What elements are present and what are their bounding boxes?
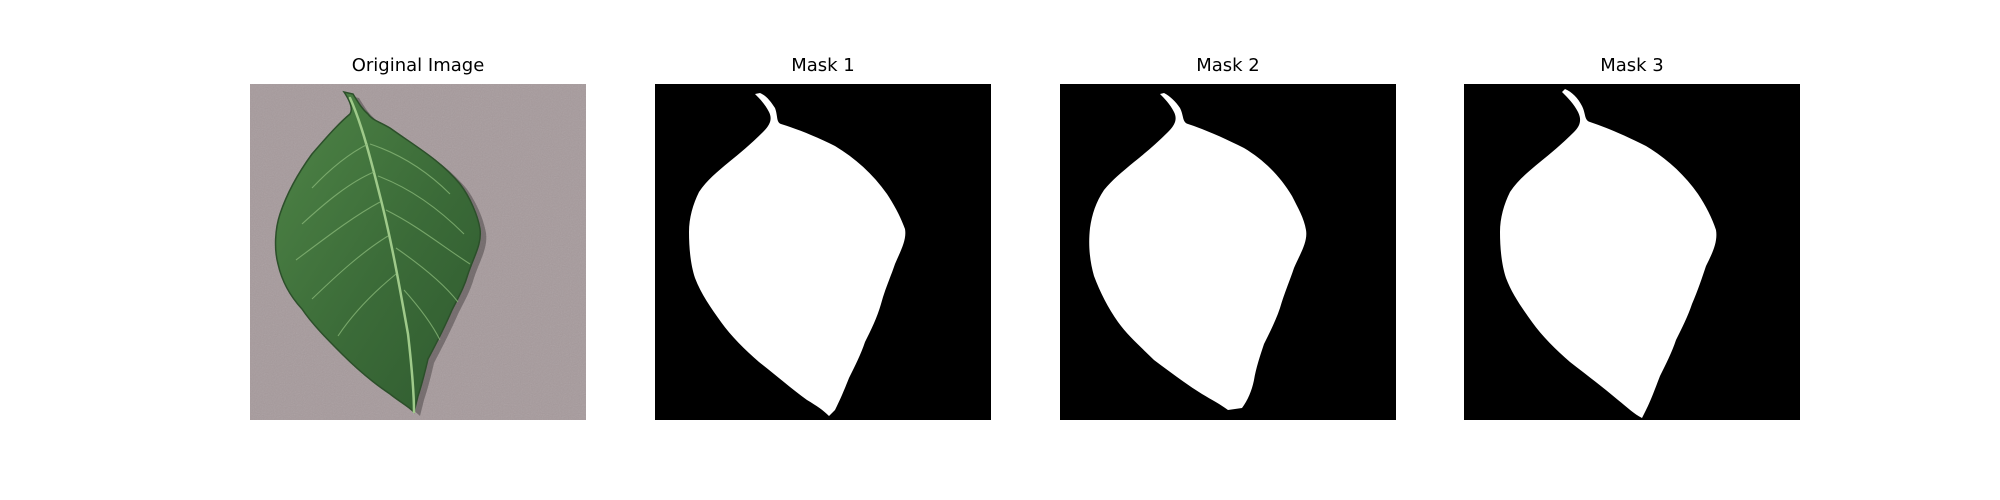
mask-speck <box>1579 138 1583 142</box>
leaf-photo-image <box>250 84 586 420</box>
panel-title: Mask 3 <box>1600 55 1664 76</box>
leaf-blade <box>274 90 482 414</box>
leaf-mask-region <box>1500 89 1717 418</box>
panel-mask-2: Mask 2 <box>1060 54 1396 424</box>
mask-1-image <box>655 84 991 420</box>
panel-title: Mask 1 <box>791 55 855 76</box>
mask-1-svg <box>655 84 991 420</box>
leaf-veins <box>295 143 471 341</box>
panel-title: Original Image <box>351 55 485 76</box>
leaf-mask-region <box>689 93 906 416</box>
mask-2-svg <box>1060 84 1396 420</box>
mask-3-svg <box>1464 84 1800 420</box>
leaf-mask-region <box>1089 93 1307 410</box>
mask-2-image <box>1060 84 1396 420</box>
original-image <box>250 84 586 420</box>
panel-original-image: Original Image <box>250 54 586 424</box>
panel-mask-3: Mask 3 <box>1464 54 1800 424</box>
panel-title: Mask 2 <box>1196 55 1260 76</box>
leaf-midrib <box>348 96 416 414</box>
panel-mask-1: Mask 1 <box>655 54 991 424</box>
mask-3-image <box>1464 84 1800 420</box>
